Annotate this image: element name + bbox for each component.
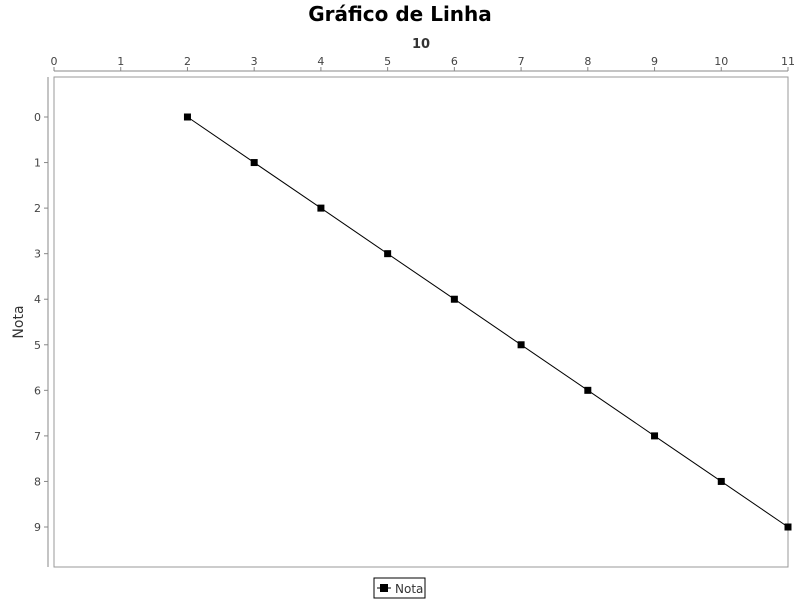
legend-entry-label: Nota	[395, 582, 423, 596]
data-point	[317, 204, 325, 212]
data-point	[584, 386, 592, 394]
y-axis-label: Nota	[11, 305, 27, 338]
legend: Nota	[373, 577, 426, 599]
x-tick-label: 5	[384, 55, 391, 68]
series-layer	[183, 113, 792, 531]
x-tick-label: 11	[781, 55, 795, 68]
y-tick-label: 3	[34, 248, 41, 261]
x-tick-label: 7	[518, 55, 525, 68]
data-point	[384, 250, 392, 258]
y-tick-label: 9	[34, 521, 41, 534]
x-tick-label: 8	[584, 55, 591, 68]
y-tick-label: 0	[34, 111, 41, 124]
y-tick-label: 4	[34, 293, 41, 306]
x-tick-label: 1	[117, 55, 124, 68]
x-tick-label: 6	[451, 55, 458, 68]
y-tick-label: 1	[34, 157, 41, 170]
data-point	[517, 341, 525, 349]
x-tick-label: 3	[251, 55, 258, 68]
data-point	[784, 523, 792, 531]
x-axis-label: 10	[412, 37, 430, 52]
data-point	[651, 432, 659, 440]
data-point	[250, 159, 258, 167]
data-point	[450, 295, 458, 303]
data-point	[717, 477, 725, 485]
x-axis: 0 1 2 3 4 5 6 7 8 9 10 11	[51, 55, 795, 72]
plot-area	[53, 76, 789, 568]
x-tick-label: 9	[651, 55, 658, 68]
x-tick-label: 2	[184, 55, 191, 68]
legend-box	[373, 577, 426, 599]
series-line	[187, 116, 789, 528]
x-tick-label: 0	[51, 55, 58, 68]
chart-title: Gráfico de Linha	[308, 2, 492, 26]
y-tick-label: 2	[34, 202, 41, 215]
y-tick-label: 8	[34, 475, 41, 488]
legend-marker-icon	[380, 584, 388, 592]
y-tick-label: 6	[34, 384, 41, 397]
data-point	[183, 113, 191, 121]
x-tick-label: 10	[714, 55, 728, 68]
y-tick-label: 7	[34, 430, 41, 443]
x-tick-label: 4	[317, 55, 324, 68]
y-axis: 0 1 2 3 4 5 6 7 8 9	[34, 77, 49, 567]
y-tick-label: 5	[34, 339, 41, 352]
